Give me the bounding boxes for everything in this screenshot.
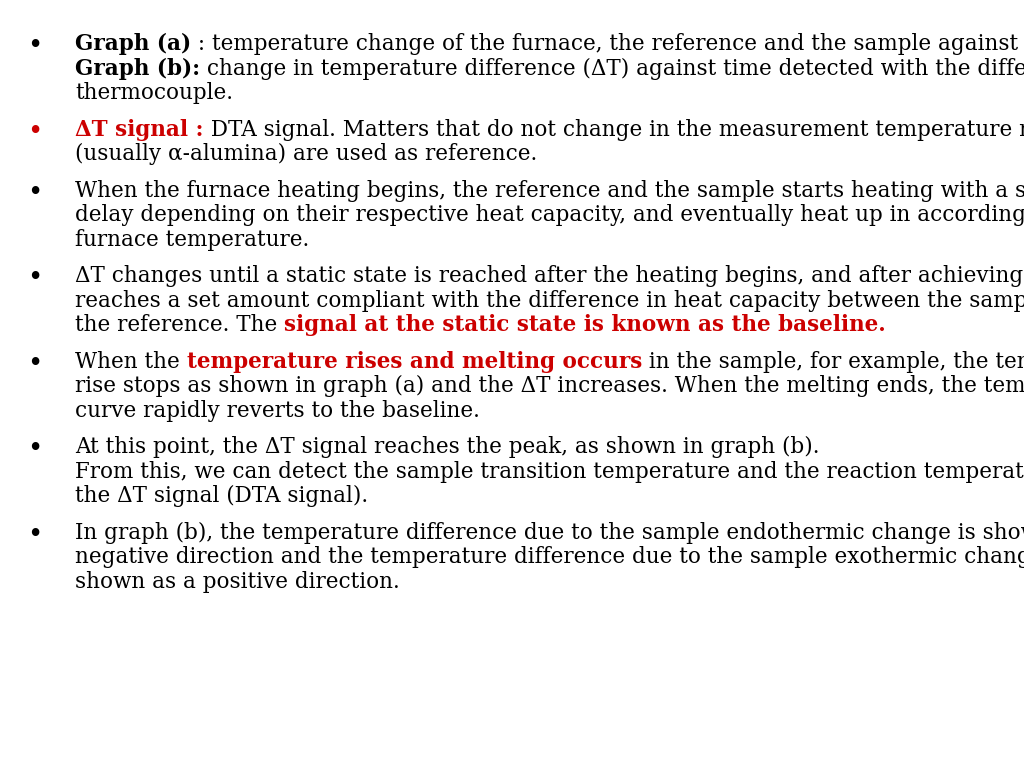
- Text: •: •: [28, 118, 43, 144]
- Text: •: •: [28, 265, 43, 290]
- Text: Graph (a): Graph (a): [75, 33, 191, 55]
- Text: ΔT signal :: ΔT signal :: [75, 118, 204, 141]
- Text: •: •: [28, 180, 43, 204]
- Text: furnace temperature.: furnace temperature.: [75, 229, 309, 250]
- Text: In graph (b), the temperature difference due to the sample endothermic change is: In graph (b), the temperature difference…: [75, 521, 1024, 544]
- Text: temperature rises and melting occurs: temperature rises and melting occurs: [186, 350, 642, 372]
- Text: (usually α-alumina) are used as reference.: (usually α-alumina) are used as referenc…: [75, 143, 538, 165]
- Text: reaches a set amount compliant with the difference in heat capacity between the : reaches a set amount compliant with the …: [75, 290, 1024, 312]
- Text: When the furnace heating begins, the reference and the sample starts heating wit: When the furnace heating begins, the ref…: [75, 180, 1024, 201]
- Text: •: •: [28, 350, 43, 376]
- Text: change in temperature difference (ΔT) against time detected with the differentia: change in temperature difference (ΔT) ag…: [200, 58, 1024, 80]
- Text: in the sample, for example, the temperature: in the sample, for example, the temperat…: [642, 350, 1024, 372]
- Text: shown as a positive direction.: shown as a positive direction.: [75, 571, 399, 592]
- Text: rise stops as shown in graph (a) and the ΔT increases. When the melting ends, th: rise stops as shown in graph (a) and the…: [75, 375, 1024, 397]
- Text: DTA signal. Matters that do not change in the measurement temperature range: DTA signal. Matters that do not change i…: [204, 118, 1024, 141]
- Text: Graph (b):: Graph (b):: [75, 58, 200, 80]
- Text: •: •: [28, 33, 43, 58]
- Text: delay depending on their respective heat capacity, and eventually heat up in acc: delay depending on their respective heat…: [75, 204, 1024, 226]
- Text: At this point, the ΔT signal reaches the peak, as shown in graph (b).: At this point, the ΔT signal reaches the…: [75, 436, 819, 458]
- Text: negative direction and the temperature difference due to the sample exothermic c: negative direction and the temperature d…: [75, 546, 1024, 568]
- Text: the reference. The: the reference. The: [75, 314, 284, 336]
- Text: •: •: [28, 436, 43, 461]
- Text: signal at the static state is known as the baseline.: signal at the static state is known as t…: [284, 314, 886, 336]
- Text: •: •: [28, 521, 43, 547]
- Text: the ΔT signal (DTA signal).: the ΔT signal (DTA signal).: [75, 485, 368, 507]
- Text: From this, we can detect the sample transition temperature and the reaction temp: From this, we can detect the sample tran…: [75, 461, 1024, 482]
- Text: : temperature change of the furnace, the reference and the sample against time.: : temperature change of the furnace, the…: [191, 33, 1024, 55]
- Text: curve rapidly reverts to the baseline.: curve rapidly reverts to the baseline.: [75, 399, 480, 422]
- Text: When the: When the: [75, 350, 186, 372]
- Text: ΔT changes until a static state is reached after the heating begins, and after a: ΔT changes until a static state is reach…: [75, 265, 1024, 287]
- Text: thermocouple.: thermocouple.: [75, 82, 233, 104]
